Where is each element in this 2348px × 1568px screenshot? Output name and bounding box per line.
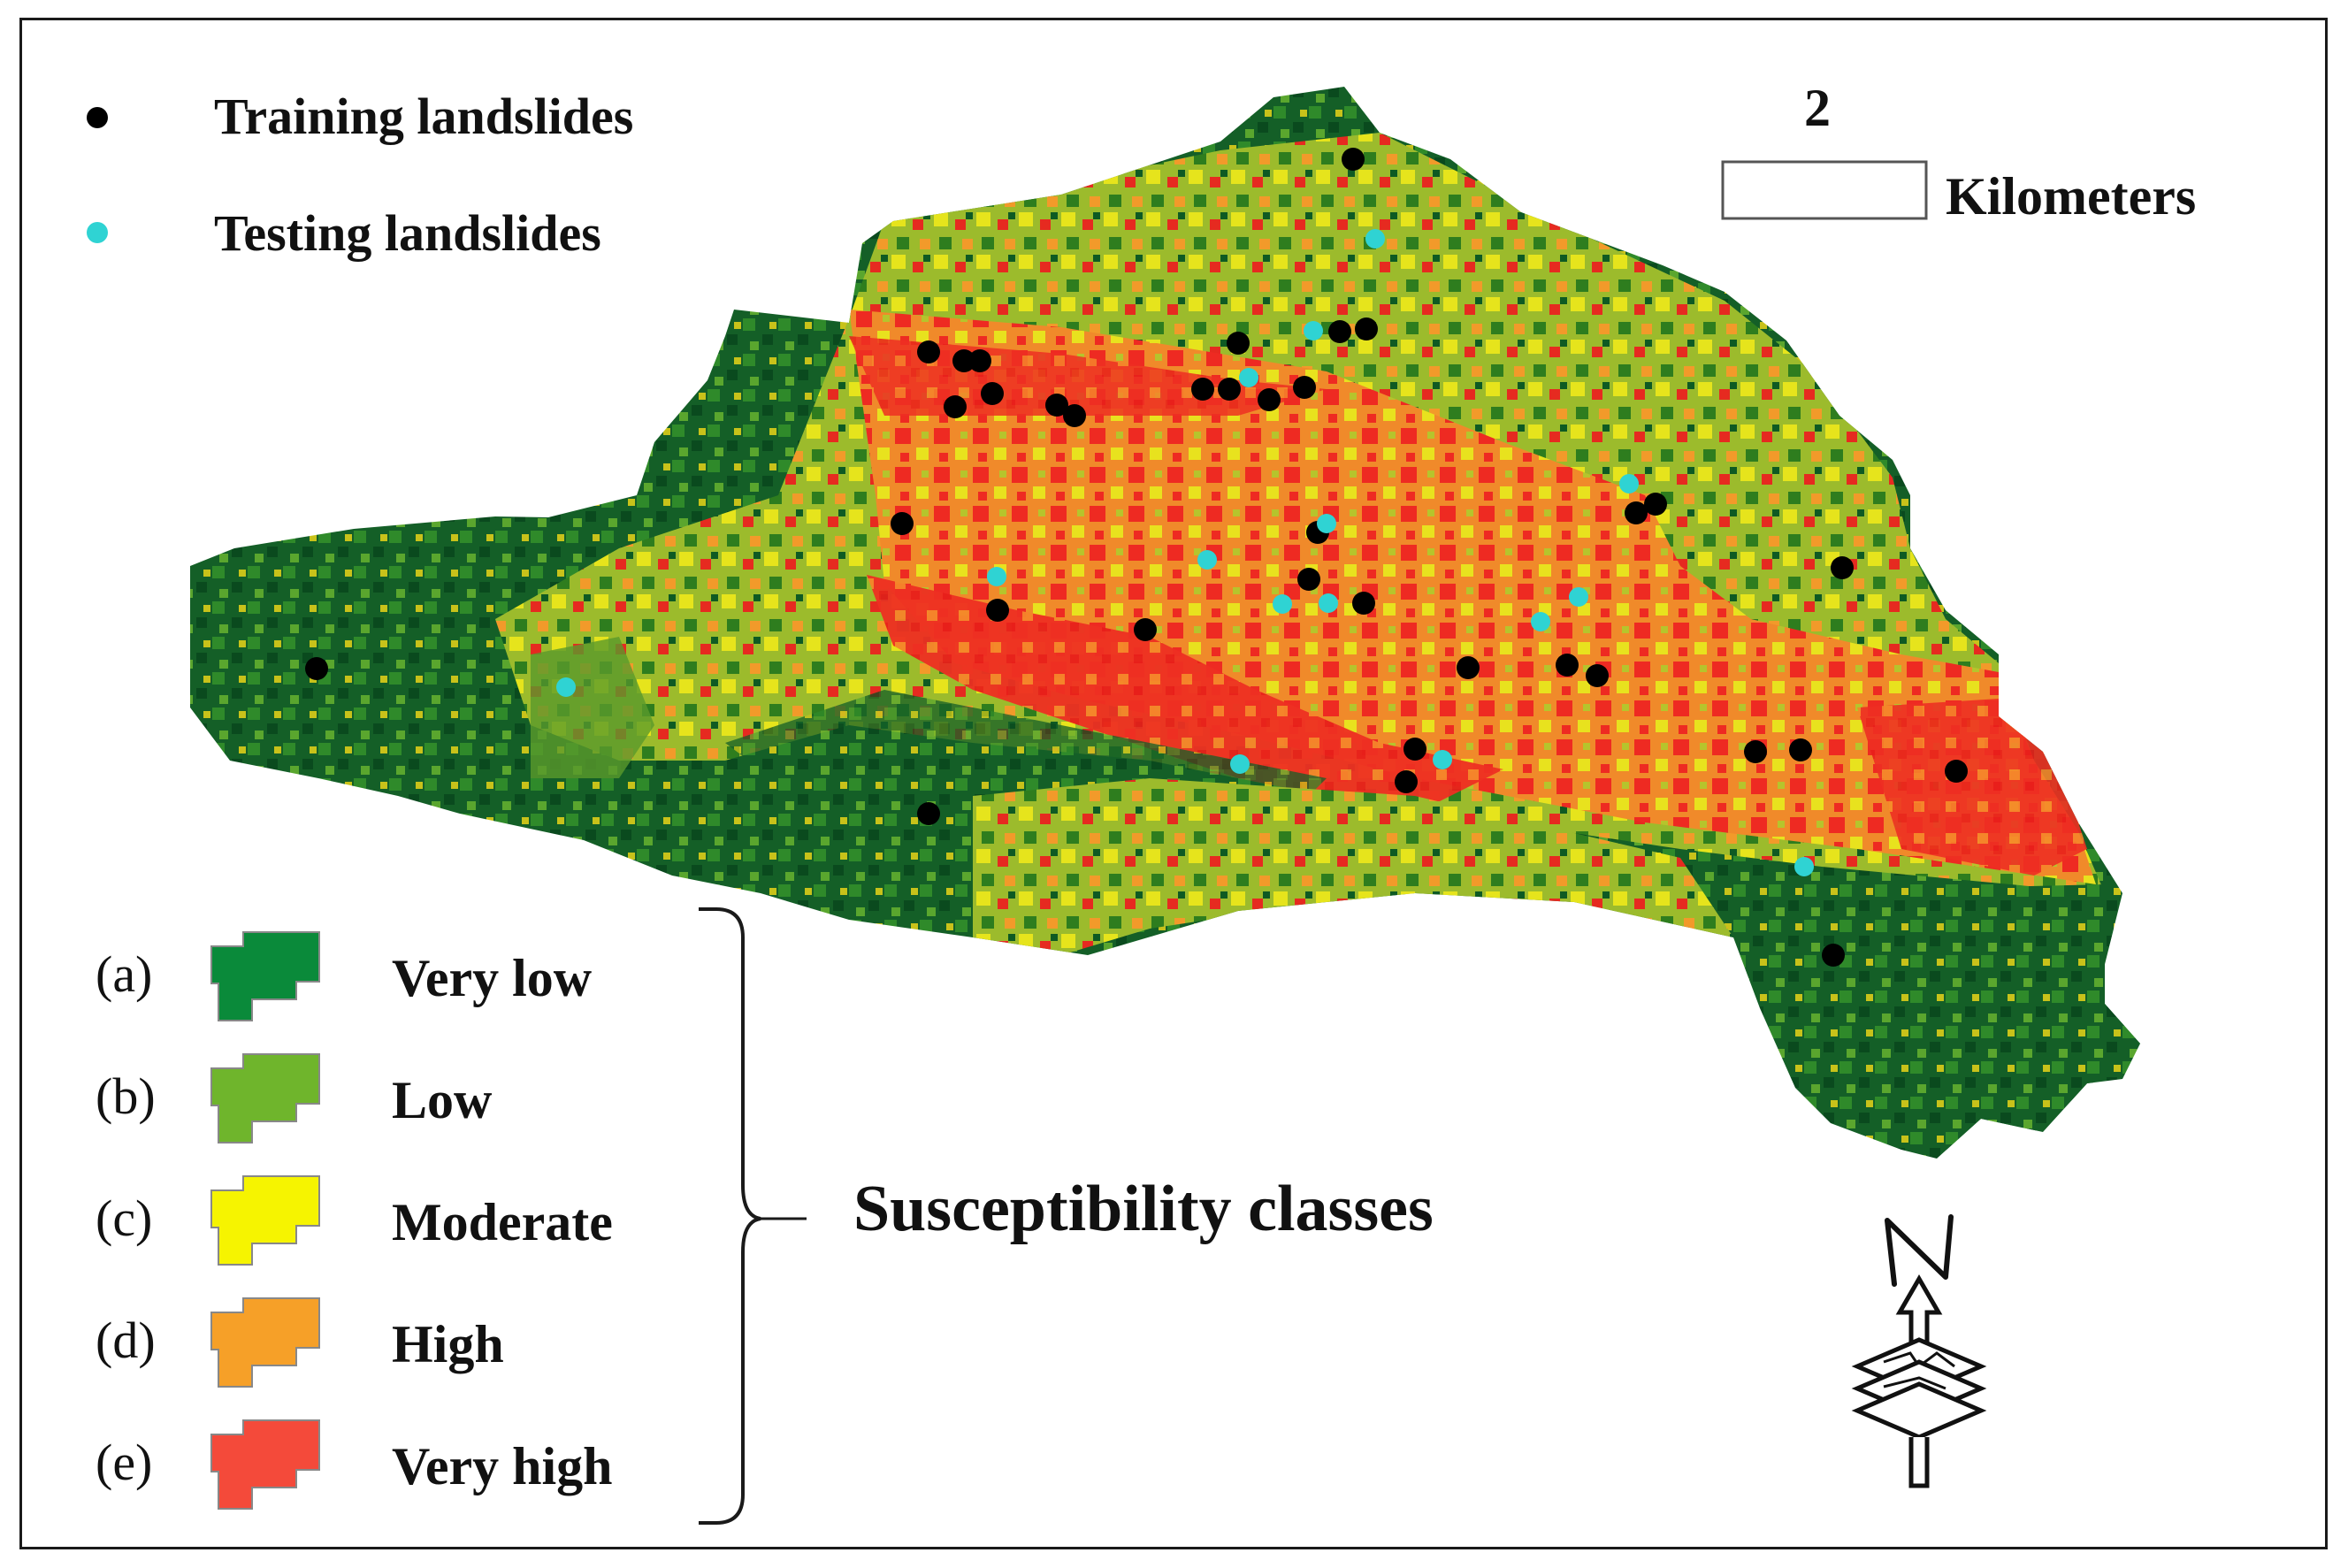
north-arrow-icon — [1851, 1214, 1987, 1488]
training-landslide-point — [1403, 738, 1426, 761]
training-landslide-point — [917, 340, 940, 363]
training-landslide-point — [1191, 378, 1214, 401]
testing-landslide-point — [1569, 587, 1588, 607]
testing-landslide-point — [987, 567, 1006, 586]
training-landslide-point — [1945, 760, 1968, 783]
testing-landslide-points — [556, 229, 1814, 876]
testing-landslide-point — [1317, 514, 1336, 533]
testing-landslide-point — [1794, 857, 1814, 876]
training-landslide-point — [917, 802, 940, 825]
legend-letter: (a) — [96, 945, 153, 1003]
legend-letter: (c) — [96, 1189, 153, 1247]
training-landslide-point — [891, 512, 914, 535]
training-landslide-point — [986, 599, 1009, 622]
training-landslide-point — [1063, 404, 1086, 427]
training-landslide-point — [981, 382, 1004, 405]
training-landslide-point — [1644, 493, 1667, 516]
training-landslide-point — [1831, 556, 1854, 579]
classes-brace — [699, 907, 761, 1525]
training-landslide-point — [1293, 376, 1316, 399]
testing-landslide-point — [1230, 754, 1250, 774]
testing-landslide-point — [1433, 750, 1452, 769]
legend-swatch — [210, 1053, 320, 1143]
testing-landslide-point — [1197, 550, 1217, 570]
testing-legend-marker — [87, 222, 108, 243]
training-landslide-point — [1227, 332, 1250, 355]
training-legend-label: Training landslides — [214, 88, 634, 145]
training-landslide-point — [305, 657, 328, 680]
training-landslide-point — [1297, 568, 1320, 591]
legend-label: Moderate — [392, 1193, 613, 1251]
training-landslide-point — [1625, 501, 1648, 524]
training-landslide-point — [1556, 654, 1579, 677]
training-landslide-points — [305, 148, 1968, 967]
legend-letter: (d) — [96, 1312, 156, 1369]
training-landslide-point — [1457, 656, 1480, 679]
scale-bar-unit: Kilometers — [1946, 167, 2197, 226]
training-landslide-point — [1822, 944, 1845, 967]
training-landslide-point — [1789, 738, 1812, 761]
training-legend-marker — [87, 107, 108, 128]
training-landslide-point — [1355, 317, 1378, 340]
training-landslide-point — [944, 395, 967, 418]
legend-swatch — [210, 1175, 320, 1266]
legend-label: High — [392, 1315, 504, 1373]
legend-label: Very high — [392, 1437, 613, 1495]
classes-title: Susceptibility classes — [853, 1173, 1434, 1245]
legend-letter: (b) — [96, 1067, 156, 1125]
scale-bar-box — [1721, 160, 1928, 220]
legend-label: Very low — [392, 949, 593, 1007]
testing-legend-label: Testing landslides — [214, 204, 601, 262]
legend-swatch — [210, 1419, 320, 1510]
testing-landslide-point — [556, 677, 576, 697]
training-landslide-point — [1045, 394, 1068, 417]
legend-letter: (e) — [96, 1434, 153, 1491]
training-landslide-point — [1586, 664, 1609, 687]
training-landslide-point — [1134, 618, 1157, 641]
legend-label: Low — [392, 1071, 493, 1129]
training-landslide-point — [1352, 592, 1375, 615]
training-landslide-point — [1258, 388, 1281, 411]
training-landslide-point — [1328, 320, 1351, 343]
testing-landslide-point — [1365, 229, 1385, 249]
testing-landslide-point — [1304, 321, 1323, 340]
testing-landslide-point — [1273, 594, 1292, 614]
training-landslide-point — [1342, 148, 1365, 171]
training-landslide-point — [1218, 378, 1241, 401]
legend-swatch — [210, 931, 320, 1021]
testing-landslide-point — [1531, 612, 1550, 631]
testing-landslide-point — [1319, 593, 1338, 613]
testing-landslide-point — [1239, 368, 1258, 387]
training-landslide-point — [968, 349, 991, 372]
training-landslide-point — [1744, 740, 1767, 763]
scale-bar-value: 2 — [1804, 79, 1831, 137]
training-landslide-point — [1395, 770, 1418, 793]
training-landslide-point — [952, 349, 975, 372]
legend-swatch — [210, 1297, 320, 1388]
testing-landslide-point — [1619, 474, 1639, 493]
